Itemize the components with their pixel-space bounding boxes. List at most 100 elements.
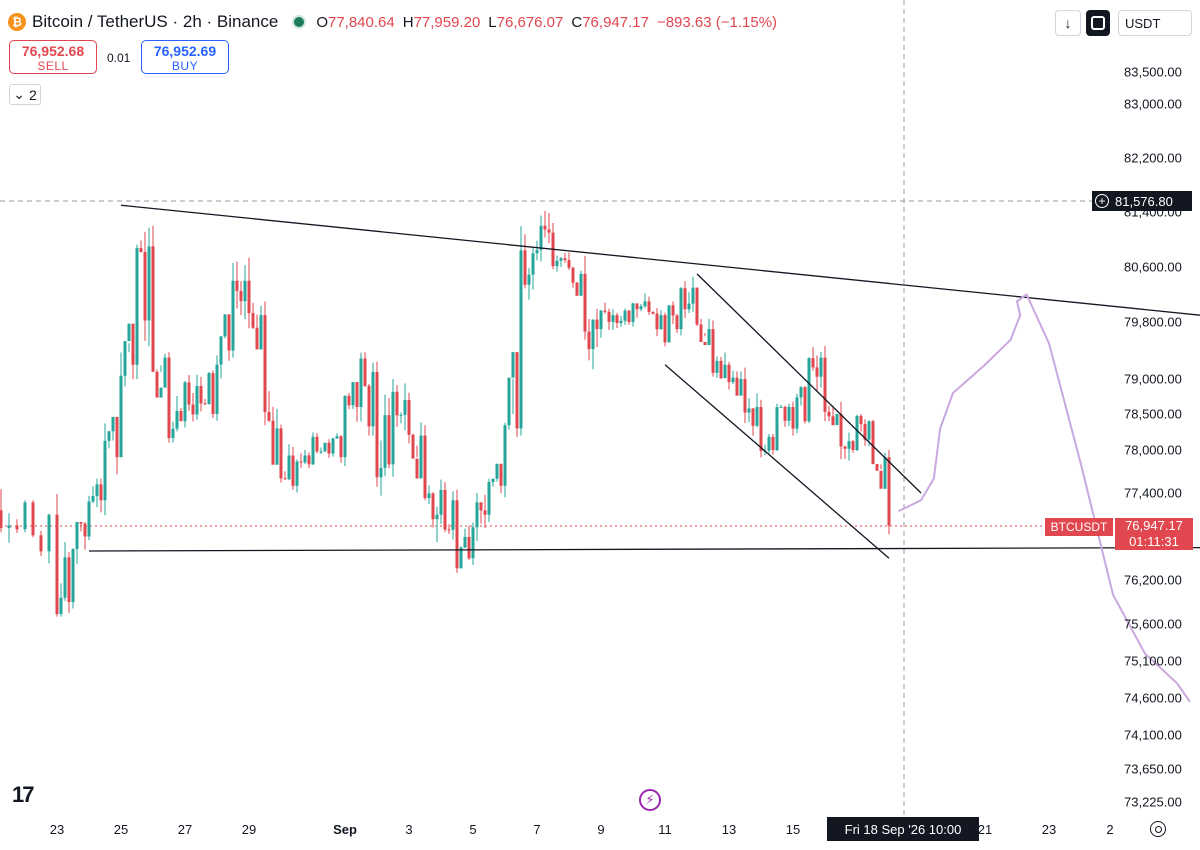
candle-body [15, 525, 19, 530]
candle-body [491, 478, 495, 483]
download-button[interactable]: ↓ [1055, 10, 1081, 36]
candle-body [171, 428, 175, 439]
fullscreen-icon [1091, 16, 1105, 30]
price-axis-label: 82,200.00 [1124, 150, 1182, 166]
order-quantity[interactable]: 0.01 [107, 51, 131, 65]
time-axis-label: 9 [597, 822, 605, 837]
candle-body [155, 371, 159, 398]
low-value: 76,676.07 [496, 13, 564, 31]
candle-body [823, 357, 827, 412]
indicators-toggle[interactable]: ⌄ 2 [9, 84, 41, 105]
candle-body [859, 415, 863, 425]
candle-body [875, 463, 879, 471]
candle-body [67, 557, 71, 602]
candle-body [39, 535, 43, 552]
candle-body [579, 273, 583, 296]
candle-body [635, 303, 639, 310]
candle-body [739, 379, 743, 396]
trendline-channel-top[interactable] [696, 273, 922, 494]
candle-body [179, 410, 183, 422]
time-axis-label: 11 [658, 822, 672, 837]
candle-body [31, 502, 35, 536]
candle-body [375, 371, 379, 478]
time-axis-label: 23 [49, 822, 65, 837]
candle-body [607, 311, 611, 322]
candle-body [291, 455, 295, 486]
candle-body [527, 274, 531, 285]
projection-path[interactable] [898, 293, 1191, 703]
currency-select[interactable]: USDT [1118, 10, 1192, 36]
candle-body [519, 250, 523, 429]
candle-body [419, 435, 423, 479]
candle-body [227, 314, 231, 351]
candle-body [267, 412, 271, 421]
fullscreen-button[interactable] [1086, 10, 1110, 36]
candle-body [79, 521, 83, 524]
candle-body [167, 357, 171, 439]
candle-body [415, 458, 419, 479]
candle-body [487, 482, 491, 515]
chevron-down-icon: ⌄ [13, 86, 25, 102]
candle-body [843, 446, 847, 449]
candle-body [319, 451, 323, 453]
candle-body [271, 420, 275, 465]
candle-body [567, 260, 571, 268]
candle-body [819, 357, 823, 377]
candle-body [839, 414, 843, 447]
candle-body [119, 375, 123, 458]
candle-body [299, 461, 303, 463]
time-axis-label: 15 [785, 822, 801, 837]
settings-icon[interactable] [1150, 821, 1166, 837]
candle-body [867, 421, 871, 440]
trendline-lower[interactable] [88, 546, 1200, 552]
candle-body [703, 341, 707, 346]
candle-body [555, 260, 559, 267]
buy-price: 76,952.69 [153, 43, 217, 59]
candle-body [187, 382, 191, 405]
trendline-channel-bottom[interactable] [664, 364, 890, 559]
tradingview-logo-icon[interactable]: 17 [12, 782, 35, 807]
candle-body [855, 415, 859, 450]
symbol-title[interactable]: Bitcoin / TetherUS · 2h · Binance [32, 12, 279, 31]
candle-body [91, 496, 95, 502]
price-axis-label: 83,500.00 [1124, 64, 1182, 80]
flash-icon[interactable]: ⚡ [639, 789, 661, 811]
price-axis-label: 79,000.00 [1124, 371, 1182, 387]
candle-body [659, 315, 663, 330]
candle-body [351, 382, 355, 406]
candle-body [771, 436, 775, 450]
time-axis-label: 13 [721, 822, 737, 837]
candle-body [311, 436, 315, 465]
time-axis-label: 25 [113, 822, 129, 837]
candle-body [495, 463, 499, 479]
candle-body [619, 320, 623, 324]
candle-body [835, 414, 839, 426]
last-price: 76,947.17 [1125, 518, 1183, 533]
time-axis-label: Sep [333, 822, 357, 837]
candle-body [207, 373, 211, 404]
candle-body [95, 484, 99, 497]
candle-body [439, 489, 443, 515]
candle-body [847, 441, 851, 449]
candle-body [883, 457, 887, 489]
drawing-layer[interactable] [88, 204, 1200, 703]
candle-body [715, 360, 719, 373]
candle-body [683, 288, 687, 310]
candle-body [47, 514, 51, 552]
candle-body [151, 246, 155, 372]
candle-body [83, 523, 87, 537]
candle-body [583, 273, 587, 332]
time-axis-label: 27 [177, 822, 193, 837]
sell-button[interactable]: 76,952.68 SELL [9, 40, 97, 74]
candle-body [507, 377, 511, 426]
candle-body [423, 435, 427, 499]
candle-body [283, 478, 287, 480]
candle-body [163, 357, 167, 388]
trendline-upper[interactable] [120, 204, 1200, 329]
candle-body [655, 313, 659, 330]
candle-body [335, 436, 339, 439]
buy-button[interactable]: 76,952.69 BUY [141, 40, 229, 74]
add-alert-icon[interactable]: + [1095, 194, 1109, 208]
market-status-icon [292, 15, 307, 29]
